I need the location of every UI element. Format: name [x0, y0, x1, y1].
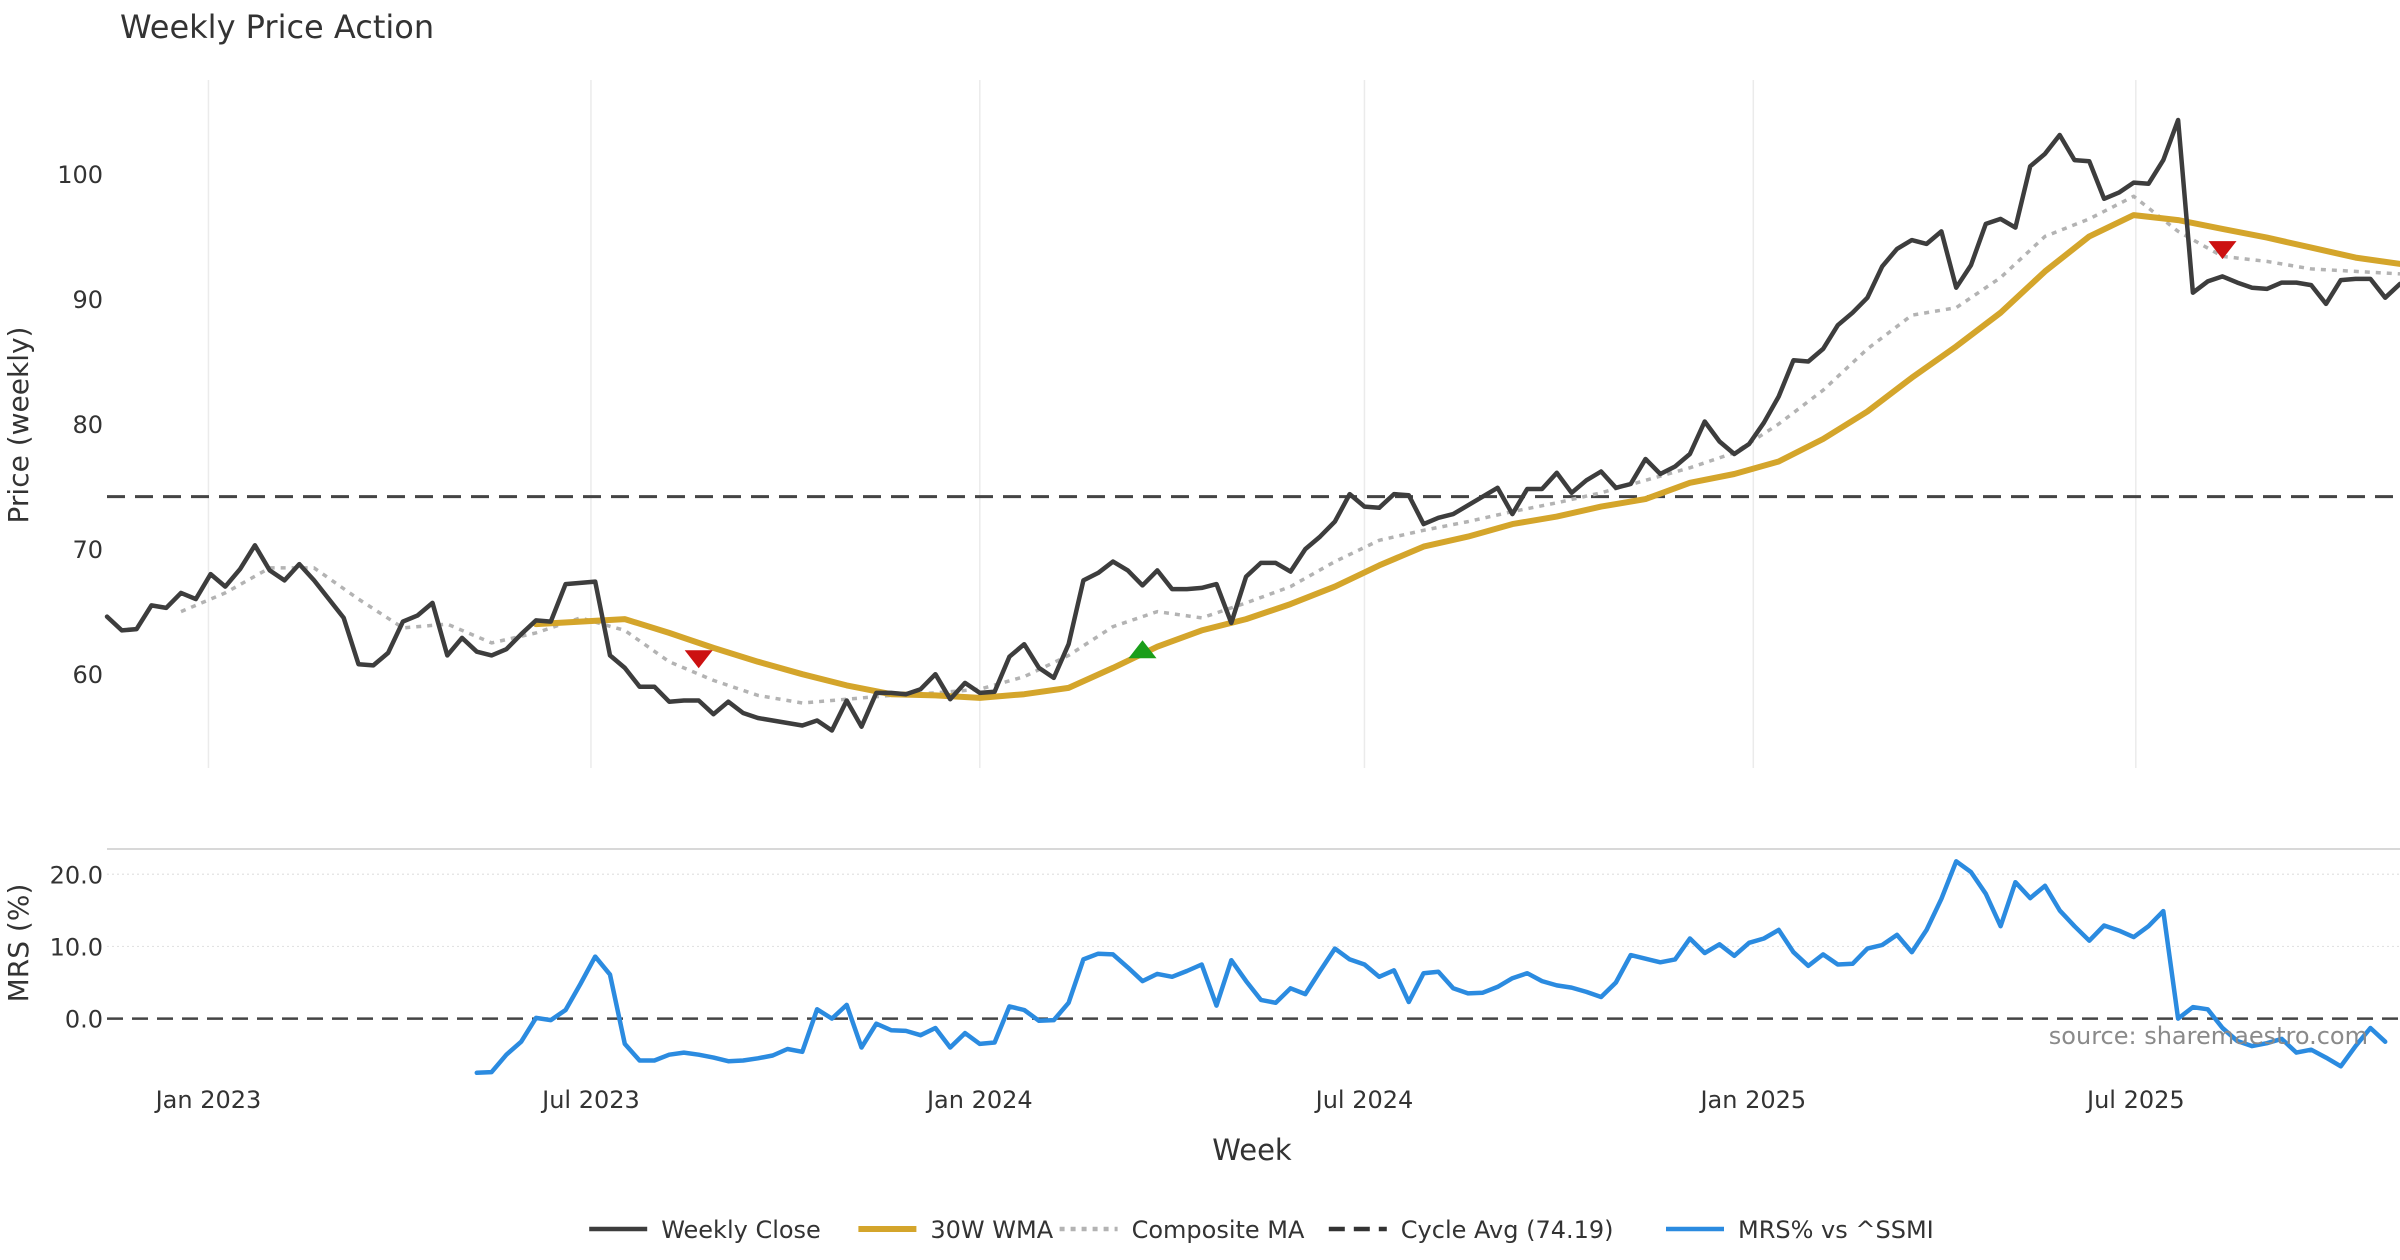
mrs-grid — [107, 873, 2400, 948]
price-y-tick-80: 80 — [72, 411, 103, 439]
marker-buy-2 — [1128, 640, 1157, 659]
x-tick-jul-2023: Jul 2023 — [540, 1086, 640, 1114]
price-y-tick-70: 70 — [72, 536, 103, 564]
price-panel: 60 70 80 90 100 Price (weekly) — [2, 80, 2400, 768]
x-ticks: Jan 2023 Jul 2023 Jan 2024 Jul 2024 Jan 2025… — [154, 1086, 2185, 1114]
price-markers — [684, 241, 2237, 669]
legend-item-weekly-close: Weekly Close — [589, 1216, 821, 1244]
price-y-axis-label: Price (weekly) — [2, 327, 35, 524]
legend-item-composite-ma: Composite MA — [1059, 1216, 1305, 1244]
price-y-tick-100: 100 — [57, 161, 103, 189]
x-tick-jan-2023: Jan 2023 — [154, 1086, 262, 1114]
price-series — [104, 117, 2400, 733]
series-line-weekly-close — [104, 117, 2400, 733]
x-tick-jul-2024: Jul 2024 — [1314, 1086, 1414, 1114]
marker-sell-1 — [684, 650, 713, 669]
mrs-y-axis-label: MRS (%) — [2, 884, 35, 1003]
legend-label-cycle-avg-74-19: Cycle Avg (74.19) — [1401, 1216, 1614, 1244]
mrs-series — [474, 859, 2388, 1076]
source-note: source: sharemaestro.com — [2049, 1022, 2368, 1050]
legend-label-30w-wma: 30W WMA — [930, 1216, 1053, 1244]
legend: Weekly Close 30W WMA Composite MA Cycle Avg… — [589, 1216, 1934, 1244]
series-line-30w-wma — [533, 212, 2400, 701]
marker-sell-3 — [2208, 241, 2237, 260]
price-y-tick-60: 60 — [72, 661, 103, 689]
legend-label-mrs-vs-ssmi: MRS% vs ^SSMI — [1738, 1216, 1934, 1244]
legend-item-mrs-vs-ssmi: MRS% vs ^SSMI — [1666, 1216, 1934, 1244]
x-tick-jan-2025: Jan 2025 — [1698, 1086, 1806, 1114]
x-tick-jan-2024: Jan 2024 — [925, 1086, 1033, 1114]
legend-label-composite-ma: Composite MA — [1132, 1216, 1305, 1244]
x-axis-label: Week — [1212, 1133, 1292, 1167]
mrs-y-tick-0-0: 0.0 — [65, 1006, 103, 1034]
chart-title: Weekly Price Action — [120, 8, 434, 46]
price-y-tick-90: 90 — [72, 286, 103, 314]
mrs-y-tick-20-0: 20.0 — [50, 861, 103, 889]
mrs-y-ticks: 20.0 10.0 0.0 — [50, 861, 103, 1033]
mrs-panel: 20.0 10.0 0.0 MRS (%) source: sharemaestro… — [2, 848, 2400, 1076]
legend-item-30w-wma: 30W WMA — [858, 1216, 1054, 1244]
series-line-mrs-vs-ssmi — [474, 859, 2388, 1076]
series-line-composite-ma — [180, 194, 2400, 705]
x-tick-jul-2025: Jul 2025 — [2085, 1086, 2185, 1114]
legend-item-cycle-avg-74-19: Cycle Avg (74.19) — [1328, 1216, 1614, 1244]
price-grid — [207, 80, 2137, 768]
mrs-y-tick-10-0: 10.0 — [50, 933, 103, 961]
price-y-ticks: 60 70 80 90 100 — [57, 161, 103, 689]
legend-label-weekly-close: Weekly Close — [661, 1216, 821, 1244]
